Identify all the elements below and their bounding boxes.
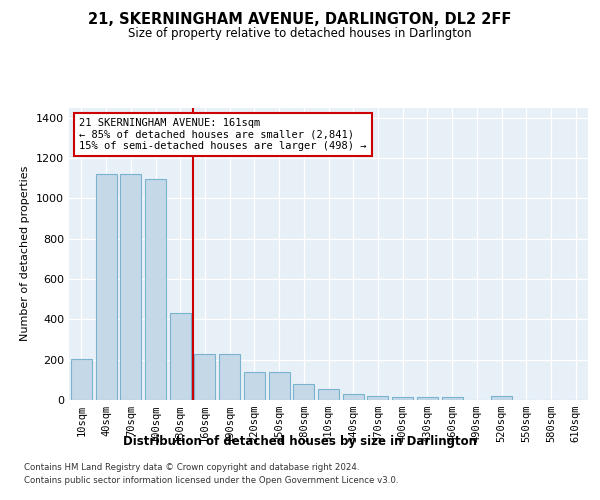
- Text: 21 SKERNINGHAM AVENUE: 161sqm
← 85% of detached houses are smaller (2,841)
15% o: 21 SKERNINGHAM AVENUE: 161sqm ← 85% of d…: [79, 118, 367, 151]
- Bar: [417, 397, 438, 400]
- Bar: [442, 397, 463, 400]
- Text: Contains public sector information licensed under the Open Government Licence v3: Contains public sector information licen…: [24, 476, 398, 485]
- Bar: [392, 397, 413, 400]
- Text: Distribution of detached houses by size in Darlington: Distribution of detached houses by size …: [123, 435, 477, 448]
- Y-axis label: Number of detached properties: Number of detached properties: [20, 166, 31, 342]
- Bar: [367, 396, 388, 400]
- Bar: [170, 314, 191, 400]
- Text: 21, SKERNINGHAM AVENUE, DARLINGTON, DL2 2FF: 21, SKERNINGHAM AVENUE, DARLINGTON, DL2 …: [88, 12, 512, 28]
- Bar: [194, 354, 215, 400]
- Bar: [293, 384, 314, 400]
- Bar: [145, 179, 166, 400]
- Bar: [269, 372, 290, 400]
- Bar: [95, 174, 116, 400]
- Bar: [318, 389, 339, 400]
- Bar: [71, 358, 92, 400]
- Bar: [343, 394, 364, 400]
- Text: Size of property relative to detached houses in Darlington: Size of property relative to detached ho…: [128, 28, 472, 40]
- Bar: [244, 372, 265, 400]
- Bar: [491, 396, 512, 400]
- Bar: [219, 354, 240, 400]
- Bar: [120, 174, 141, 400]
- Text: Contains HM Land Registry data © Crown copyright and database right 2024.: Contains HM Land Registry data © Crown c…: [24, 462, 359, 471]
